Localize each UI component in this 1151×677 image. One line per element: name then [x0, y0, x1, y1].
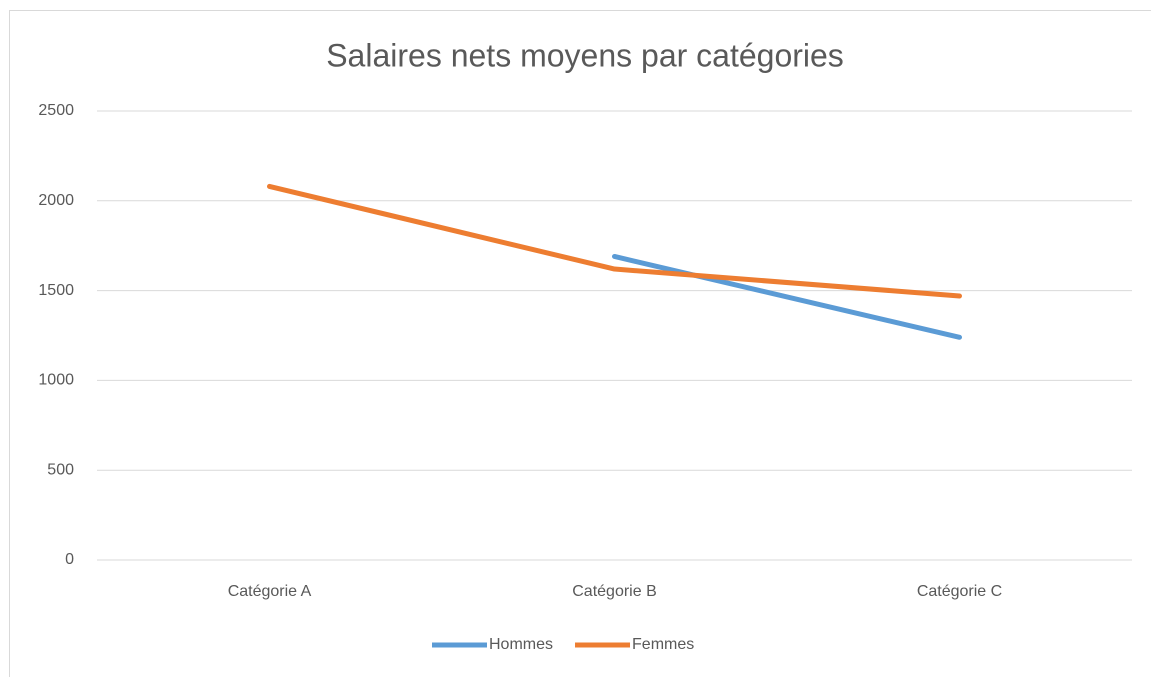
series-line: [267, 183, 962, 299]
legend-label: Femmes: [632, 636, 694, 653]
y-tick-label: 500: [47, 461, 74, 478]
y-tick-label: 1000: [38, 372, 74, 389]
y-tick-label: 1500: [38, 282, 74, 299]
chart-title: Salaires nets moyens par catégories: [326, 37, 844, 73]
y-tick-label: 2000: [38, 192, 74, 209]
x-tick-label: Catégorie A: [228, 583, 312, 600]
legend-label: Hommes: [489, 636, 553, 653]
y-tick-label: 2500: [38, 102, 74, 119]
series-line: [612, 253, 962, 340]
chart-border: [9, 10, 1151, 677]
y-tick-label: 0: [65, 551, 74, 568]
x-tick-label: Catégorie B: [572, 583, 657, 600]
x-tick-label: Catégorie C: [917, 583, 1002, 600]
